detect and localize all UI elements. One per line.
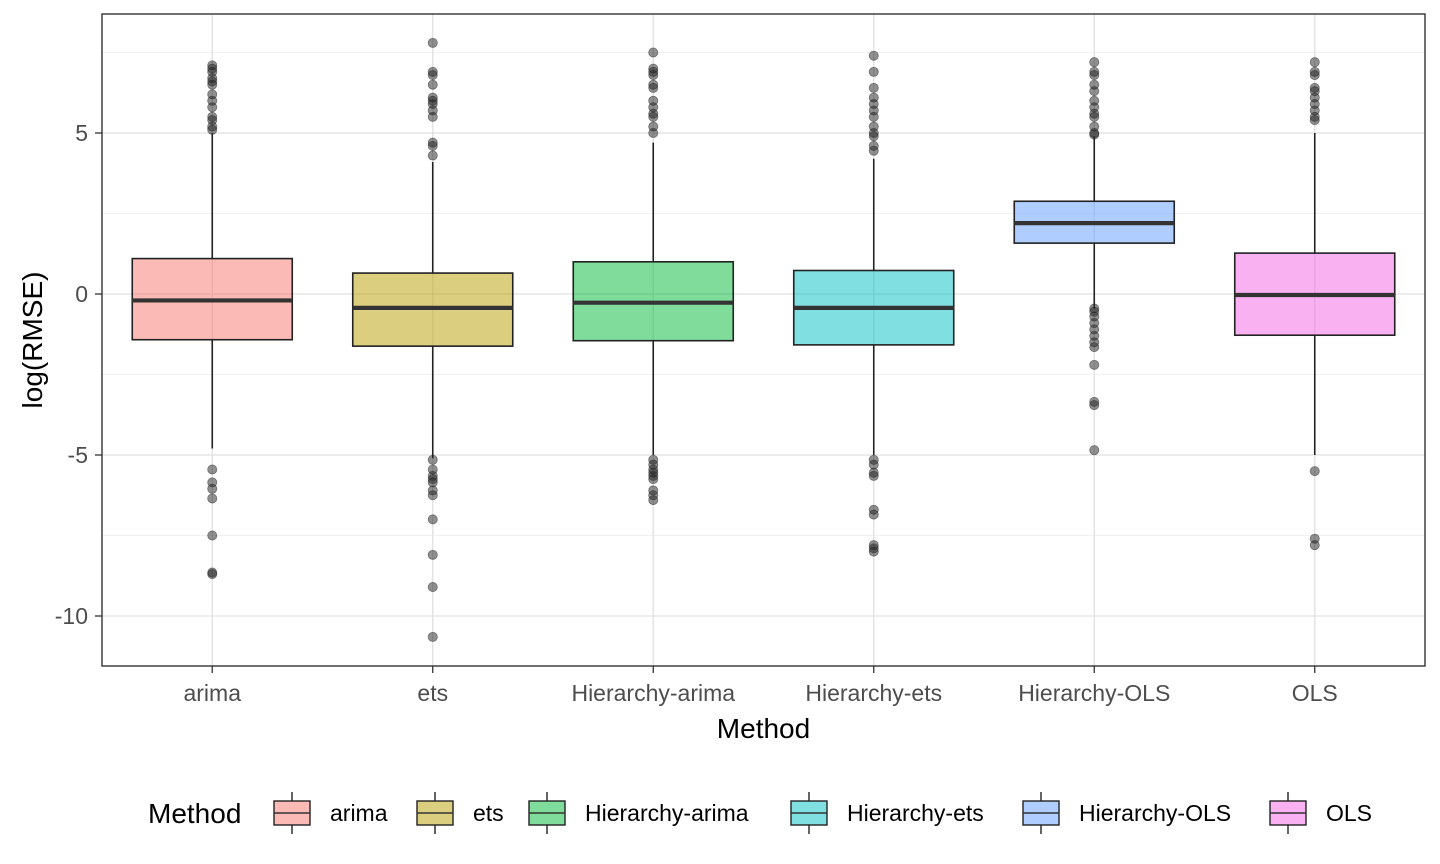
outlier-point bbox=[427, 37, 438, 48]
outlier-point bbox=[427, 454, 438, 465]
outlier-point bbox=[868, 509, 879, 520]
y-tick-label: -5 bbox=[68, 442, 88, 468]
x-tick-label: ets bbox=[417, 680, 448, 706]
x-tick-label: Hierarchy-OLS bbox=[1018, 680, 1170, 706]
outlier-point bbox=[427, 582, 438, 593]
legend-label: Hierarchy-ets bbox=[847, 800, 984, 826]
outlier-point bbox=[427, 631, 438, 642]
y-tick-label: 0 bbox=[75, 281, 88, 307]
outlier-point bbox=[868, 470, 879, 481]
outlier-point bbox=[207, 483, 218, 494]
outlier-point bbox=[868, 111, 879, 122]
legend-item-Hierarchy-OLS: Hierarchy-OLS bbox=[1022, 792, 1231, 834]
outlier-point bbox=[1089, 57, 1100, 68]
outlier-point bbox=[427, 150, 438, 161]
outlier-point bbox=[427, 111, 438, 122]
outlier-point bbox=[1089, 111, 1100, 122]
outlier-point bbox=[648, 47, 659, 58]
legend-label: arima bbox=[330, 800, 388, 826]
outlier-point bbox=[1309, 57, 1320, 68]
legend-item-Hierarchy-ets: Hierarchy-ets bbox=[790, 792, 984, 834]
outlier-point bbox=[648, 495, 659, 506]
outlier-point bbox=[648, 111, 659, 122]
outlier-point bbox=[207, 102, 218, 113]
legend: Method arima ets Hierarchy-arima Hierarchy-… bbox=[148, 792, 1372, 834]
plot-panel-border bbox=[101, 13, 1426, 667]
y-tick-label: -10 bbox=[55, 603, 88, 629]
outlier-point bbox=[1089, 129, 1100, 140]
legend-item-arima: arima bbox=[273, 792, 388, 834]
outlier-point bbox=[1309, 540, 1320, 551]
outlier-point bbox=[1089, 359, 1100, 370]
box-group-ets bbox=[351, 37, 514, 642]
outlier-point bbox=[427, 490, 438, 501]
outlier-point bbox=[648, 127, 659, 138]
outlier-point bbox=[868, 50, 879, 61]
outlier-point bbox=[427, 70, 438, 81]
outlier-point bbox=[207, 493, 218, 504]
outlier-point bbox=[648, 70, 659, 81]
x-tick-label: Hierarchy-arima bbox=[571, 680, 735, 706]
box-group-arima bbox=[131, 60, 294, 580]
outlier-point bbox=[207, 124, 218, 135]
outlier-point bbox=[868, 546, 879, 557]
outlier-point bbox=[868, 82, 879, 93]
outlier-point bbox=[1309, 115, 1320, 126]
legend-label: Hierarchy-OLS bbox=[1079, 800, 1231, 826]
x-axis-title: Method bbox=[717, 713, 810, 744]
legend-label: ets bbox=[473, 800, 504, 826]
legend-item-Hierarchy-arima: Hierarchy-arima bbox=[528, 792, 749, 834]
x-tick-label: arima bbox=[183, 680, 241, 706]
outlier-point bbox=[868, 145, 879, 156]
x-tick-label: OLS bbox=[1292, 680, 1338, 706]
box-group-OLS bbox=[1233, 57, 1396, 551]
outlier-point bbox=[868, 66, 879, 77]
legend-title: Method bbox=[148, 798, 241, 829]
legend-item-ets: ets bbox=[416, 792, 504, 834]
outlier-point bbox=[1089, 342, 1100, 353]
outlier-point bbox=[868, 131, 879, 142]
outlier-point bbox=[427, 140, 438, 151]
x-tick-label: Hierarchy-ets bbox=[805, 680, 942, 706]
outlier-point bbox=[207, 79, 218, 90]
box-group-Hierarchy-arima bbox=[572, 47, 735, 506]
box-group-Hierarchy-OLS bbox=[1013, 57, 1176, 456]
box-group-Hierarchy-ets bbox=[792, 50, 955, 557]
outlier-point bbox=[1089, 445, 1100, 456]
outlier-point bbox=[207, 464, 218, 475]
outlier-point bbox=[207, 569, 218, 580]
outlier-point bbox=[1089, 70, 1100, 81]
outlier-point bbox=[1089, 86, 1100, 97]
boxes-layer bbox=[131, 37, 1396, 642]
outlier-point bbox=[648, 82, 659, 93]
y-tick-label: 5 bbox=[75, 120, 88, 146]
outlier-point bbox=[207, 530, 218, 541]
legend-label: OLS bbox=[1326, 800, 1372, 826]
outlier-point bbox=[427, 549, 438, 560]
legend-label: Hierarchy-arima bbox=[585, 800, 749, 826]
legend-item-OLS: OLS bbox=[1269, 792, 1372, 834]
outlier-point bbox=[1089, 400, 1100, 411]
axes-layer: -10 -5 0 5 arima ets Hierarchy-arima Hierarchy-… bbox=[55, 120, 1338, 706]
outlier-point bbox=[427, 79, 438, 90]
outlier-point bbox=[1309, 466, 1320, 477]
outlier-point bbox=[427, 514, 438, 525]
y-axis-title: log(RMSE) bbox=[17, 272, 48, 409]
outlier-point bbox=[1309, 70, 1320, 81]
outlier-point bbox=[648, 474, 659, 485]
